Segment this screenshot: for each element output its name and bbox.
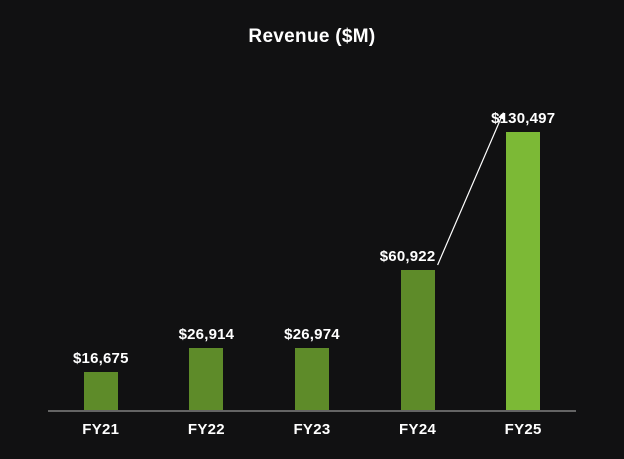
x-axis-label: FY21	[82, 421, 120, 438]
bar-value-label: $26,974	[284, 326, 340, 343]
bar-group-fy25: $130,497	[470, 110, 576, 410]
chart-title: Revenue ($M)	[248, 26, 376, 47]
bar-value-label: $130,497	[491, 110, 556, 127]
bar	[189, 348, 224, 410]
bar-group-fy22: $26,914	[154, 110, 260, 410]
bar-group-fy21: $16,675	[48, 110, 154, 410]
bar	[400, 270, 435, 410]
x-axis-label: FY22	[187, 421, 225, 438]
bar	[294, 348, 329, 410]
bar-value-label: $26,914	[178, 326, 235, 343]
bar-value-label: $60,922	[379, 248, 436, 265]
x-axis-line	[48, 410, 576, 412]
bar-group-fy23: $26,974	[259, 110, 365, 410]
bar	[83, 372, 118, 410]
x-axis-label: FY24	[399, 421, 437, 438]
bar	[506, 132, 541, 410]
bar-group-fy24: $60,922	[365, 110, 471, 410]
bar-value-label: $16,675	[72, 350, 129, 367]
x-axis-label: FY25	[504, 421, 542, 438]
bars-row: $16,675 $26,914 $26,974 $60,922 $130,497	[48, 110, 576, 410]
x-axis-labels: FY21 FY22 FY23 FY24 FY25	[48, 421, 576, 438]
x-axis-label: FY23	[293, 421, 331, 438]
